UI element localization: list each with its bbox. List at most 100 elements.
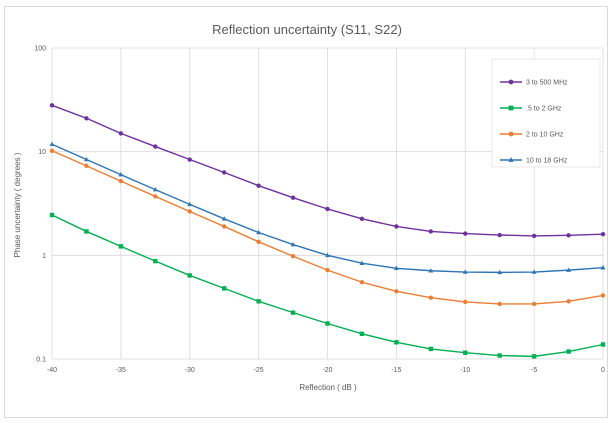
- data-point: [394, 340, 399, 345]
- data-point: [221, 286, 227, 291]
- x-tick-label: -35: [116, 367, 126, 374]
- y-axis-title: Phase uncertainty ( degrees ): [13, 152, 22, 257]
- data-point: [290, 254, 296, 259]
- data-point: [566, 267, 571, 272]
- data-point: [290, 195, 296, 200]
- data-point: [84, 229, 89, 234]
- legend-label: 2 to 10 GHz: [526, 132, 564, 139]
- data-point: [49, 148, 55, 153]
- data-point: [497, 269, 503, 275]
- data-point: [290, 310, 296, 315]
- data-point: [600, 231, 606, 237]
- data-point: [118, 244, 124, 249]
- data-point: [394, 224, 399, 229]
- line-chart: Reflection uncertainty (S11, S22) -40 -35…: [13, 22, 606, 392]
- data-point: [84, 156, 89, 162]
- legend: 3 to 500 MHz .5 to 2 GHz 2 to 10 GHz 10 to …: [491, 58, 601, 168]
- data-point: [153, 144, 158, 149]
- data-point: [463, 350, 468, 355]
- data-point: [187, 201, 193, 207]
- legend-entry: .5 to 2 GHz: [500, 106, 562, 113]
- data-point: [49, 103, 55, 108]
- y-tick-label: 0.1: [36, 357, 46, 364]
- x-axis-ticks: -40 -35 -30 -25 -20 -15 -10 -5 0: [47, 367, 605, 374]
- data-point: [531, 233, 537, 239]
- x-axis-title: Reflection ( dB ): [299, 383, 357, 392]
- data-point: [187, 273, 192, 278]
- x-tick-label: -25: [254, 367, 264, 374]
- chart-title: Reflection uncertainty (S11, S22): [212, 22, 402, 37]
- data-point: [393, 265, 399, 271]
- legend-entry: 2 to 10 GHz: [500, 132, 564, 139]
- data-point: [600, 293, 606, 298]
- series-4: [49, 141, 606, 275]
- data-point: [359, 216, 365, 222]
- series-layer: [49, 103, 606, 359]
- data-point: [325, 206, 330, 212]
- data-point: [600, 342, 606, 347]
- data-point: [221, 224, 227, 229]
- legend-entry: 10 to 18 GHz: [500, 157, 568, 165]
- data-point: [84, 116, 89, 121]
- data-point: [566, 349, 571, 354]
- data-point: [221, 170, 227, 175]
- data-point: [508, 131, 514, 137]
- series-3: [49, 148, 606, 307]
- data-point: [256, 229, 262, 235]
- data-point: [531, 269, 537, 274]
- data-point: [566, 299, 571, 304]
- data-point: [49, 212, 55, 218]
- x-tick-label: -20: [322, 367, 332, 374]
- y-tick-label: 100: [34, 46, 46, 53]
- y-tick-label: 1: [42, 253, 46, 260]
- series-2: [49, 212, 606, 359]
- data-point: [118, 172, 124, 177]
- data-point: [153, 258, 158, 264]
- x-tick-label: -15: [391, 367, 401, 374]
- data-point: [256, 183, 261, 188]
- data-point: [84, 163, 89, 169]
- legend-box: [491, 58, 601, 168]
- data-point: [508, 79, 514, 85]
- data-point: [256, 239, 261, 245]
- data-point: [600, 265, 606, 270]
- data-point: [508, 105, 514, 111]
- data-point: [359, 280, 365, 285]
- legend-label: .5 to 2 GHz: [526, 106, 562, 113]
- data-point: [187, 209, 192, 214]
- data-point: [256, 299, 261, 304]
- data-point: [463, 231, 468, 236]
- chart-area: Reflection uncertainty (S11, S22) -40 -35…: [4, 6, 608, 418]
- series-1: [49, 103, 606, 239]
- data-point: [118, 178, 124, 184]
- data-point: [359, 260, 365, 265]
- data-point: [463, 299, 468, 305]
- data-point: [187, 157, 192, 162]
- data-point: [221, 216, 227, 221]
- data-point: [566, 233, 571, 238]
- legend-label: 10 to 18 GHz: [526, 158, 568, 165]
- data-point: [325, 267, 330, 273]
- y-axis-ticks: 0.1 1 10 100: [34, 46, 46, 364]
- data-point: [359, 331, 365, 337]
- data-point: [497, 353, 502, 358]
- data-point: [428, 346, 434, 352]
- y-tick-label: 10: [38, 149, 46, 156]
- data-point: [497, 301, 502, 307]
- data-point: [497, 232, 502, 238]
- data-point: [428, 229, 434, 234]
- legend-label: 3 to 500 MHz: [526, 80, 568, 87]
- data-point: [153, 194, 158, 199]
- data-point: [462, 269, 468, 274]
- data-point: [531, 354, 537, 359]
- data-point: [118, 131, 124, 136]
- legend-entry: 3 to 500 MHz: [500, 80, 568, 87]
- data-point: [152, 187, 158, 192]
- data-point: [428, 268, 434, 273]
- data-point: [428, 295, 434, 300]
- data-point: [325, 321, 330, 326]
- x-tick-label: -10: [460, 367, 470, 374]
- data-point: [290, 241, 296, 247]
- x-tick-label: 0: [601, 367, 605, 374]
- data-point: [531, 301, 537, 307]
